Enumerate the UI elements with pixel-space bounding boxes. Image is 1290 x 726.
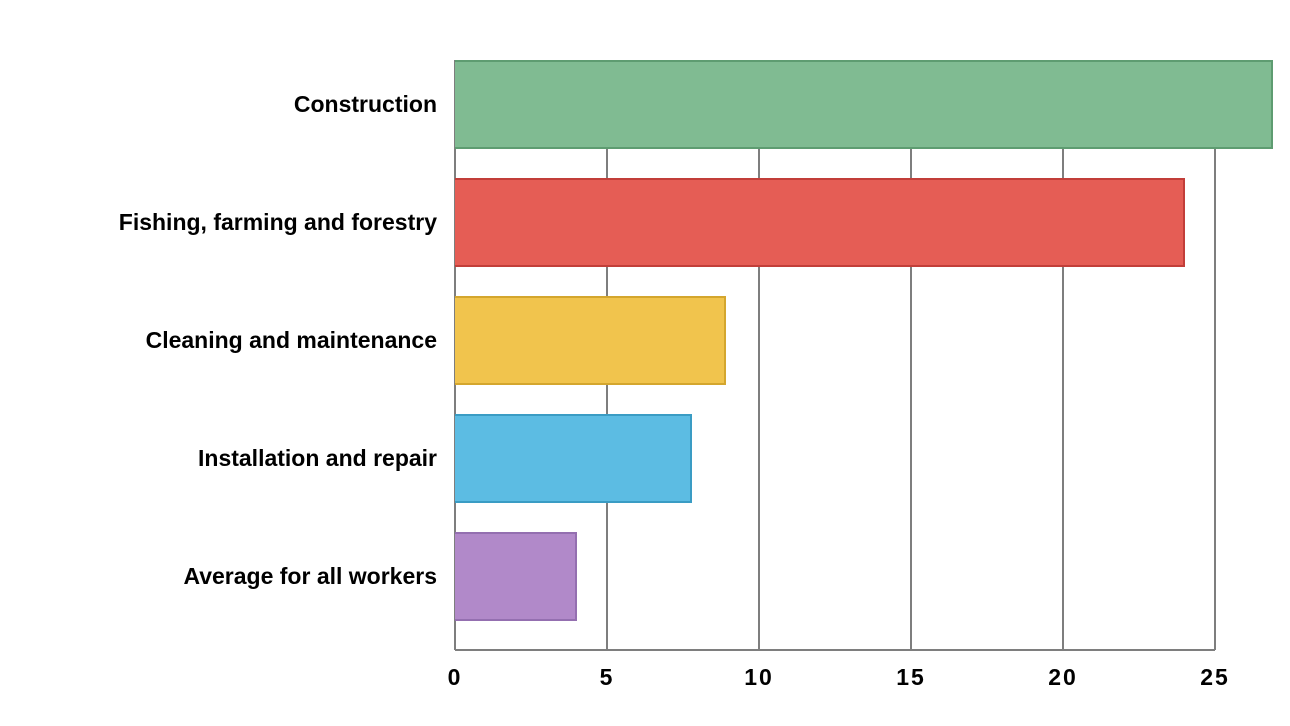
bar	[455, 60, 1273, 149]
bar	[455, 296, 726, 385]
x-tick-label: 5	[600, 664, 615, 691]
category-label: Cleaning and maintenance	[146, 327, 437, 354]
category-label: Average for all workers	[183, 563, 437, 590]
bar	[455, 532, 577, 621]
category-label: Construction	[294, 91, 437, 118]
bar-chart: 0 5 10 15 20 25 Construction Fishing, farming a…	[0, 0, 1290, 726]
x-tick-label: 0	[448, 664, 463, 691]
x-tick-label: 25	[1200, 664, 1230, 691]
x-tick-label: 20	[1048, 664, 1078, 691]
x-tick-label: 15	[896, 664, 926, 691]
category-label: Fishing, farming and forestry	[119, 209, 437, 236]
category-label: Installation and repair	[198, 445, 437, 472]
x-axis-line	[455, 649, 1215, 651]
bar	[455, 414, 692, 503]
x-tick-label: 10	[744, 664, 774, 691]
bar	[455, 178, 1185, 267]
